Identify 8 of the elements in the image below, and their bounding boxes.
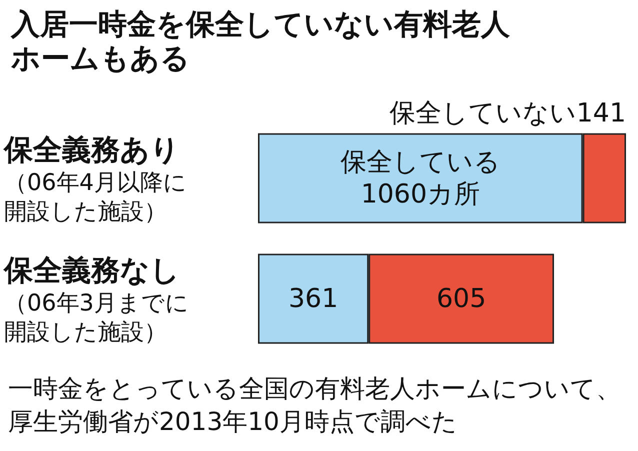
data-label: 保全している 1060カ所 bbox=[340, 147, 500, 210]
data-label: 605 bbox=[436, 284, 486, 314]
y-tick-label: 保全義務なし（06年3月までに開設した施設） bbox=[3, 252, 189, 346]
data-label: 保全していない141 bbox=[389, 98, 626, 128]
chart-title: 入居一時金を保全していない有料老人ホームもある bbox=[10, 7, 511, 75]
text: 一時金をとっている全国の有料老人ホームについて、厚生労働省が2013年10月時点で調べた bbox=[8, 374, 621, 436]
y-tick-label: 保全義務あり（06年4月以降に開設した施設） bbox=[3, 132, 187, 225]
data-label: 361 bbox=[288, 284, 338, 314]
